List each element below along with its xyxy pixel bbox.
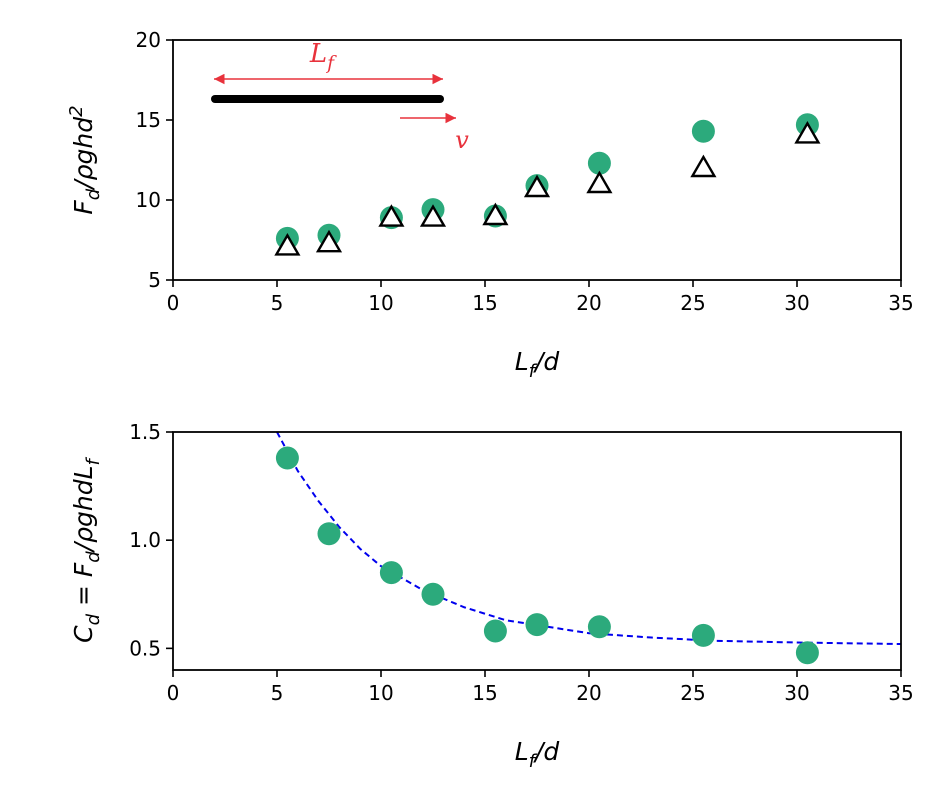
x-tick-label: 0 — [167, 681, 180, 705]
label-part: d — [83, 613, 104, 625]
axes-frame — [172, 39, 902, 281]
point — [587, 151, 611, 175]
x-tick-label: 5 — [271, 681, 284, 705]
label-part: C — [69, 625, 98, 643]
point — [379, 561, 403, 585]
label-part: L — [515, 737, 529, 766]
point — [315, 229, 343, 253]
x-tick-label: 35 — [888, 291, 913, 315]
label-part: v — [455, 126, 469, 154]
point — [691, 623, 715, 647]
y-tick-label: 15 — [136, 108, 161, 132]
label-part: f — [325, 53, 337, 74]
label-part: /d — [533, 737, 559, 766]
x-tick-label: 30 — [784, 681, 809, 705]
x-axis-label: Lf/d — [515, 347, 560, 382]
x-tick-label: 0 — [167, 291, 180, 315]
label-part: /d — [533, 347, 559, 376]
point — [317, 522, 341, 546]
y-tick-label: 20 — [136, 28, 161, 52]
point — [419, 204, 447, 227]
label-part: /ρghd — [69, 117, 98, 191]
label-part: f — [529, 361, 538, 382]
point — [587, 615, 611, 639]
y-tick-label: 1.5 — [129, 420, 161, 444]
label-part: 2 — [66, 105, 87, 116]
label-part: L — [515, 347, 529, 376]
x-tick-label: 25 — [680, 681, 705, 705]
annotation: v — [455, 126, 469, 154]
x-tick-label: 10 — [368, 291, 393, 315]
label-part: d — [83, 551, 104, 563]
point — [525, 613, 549, 637]
point — [794, 121, 821, 144]
point — [378, 204, 405, 227]
point — [523, 174, 551, 198]
x-tick-label: 20 — [576, 291, 601, 315]
x-tick-label: 30 — [784, 291, 809, 315]
label-part: = F — [69, 562, 98, 614]
x-tick-label: 15 — [472, 291, 497, 315]
point — [691, 119, 715, 143]
label-part: d — [83, 188, 104, 200]
y-axis-label: Cd = Fd/ρghdLf — [69, 456, 104, 642]
y-tick-label: 1.0 — [129, 528, 161, 552]
x-tick-label: 5 — [271, 291, 284, 315]
x-tick-label: 10 — [368, 681, 393, 705]
point — [586, 170, 613, 194]
point — [274, 233, 301, 256]
y-tick-label: 10 — [136, 188, 161, 212]
label-part: f — [529, 751, 538, 772]
point — [421, 582, 445, 606]
x-tick-label: 20 — [576, 681, 601, 705]
point — [482, 202, 509, 226]
fit-line — [276, 432, 901, 646]
point — [483, 619, 507, 643]
point — [275, 446, 299, 470]
label-part: f — [83, 456, 104, 465]
y-tick-label: 0.5 — [129, 636, 161, 660]
annotation: Lf — [309, 39, 337, 74]
label-part: F — [69, 200, 98, 215]
point — [690, 154, 717, 178]
y-tick-label: 5 — [148, 268, 161, 292]
label-part: L — [309, 39, 327, 69]
axes-frame — [172, 431, 902, 671]
x-tick-label: 15 — [472, 681, 497, 705]
x-tick-label: 35 — [888, 681, 913, 705]
y-axis-label: Fd/ρghd2 — [66, 105, 104, 214]
label-part: /ρghdL — [69, 465, 98, 553]
x-axis-label: Lf/d — [515, 737, 560, 772]
x-tick-label: 25 — [680, 291, 705, 315]
point — [795, 641, 819, 665]
